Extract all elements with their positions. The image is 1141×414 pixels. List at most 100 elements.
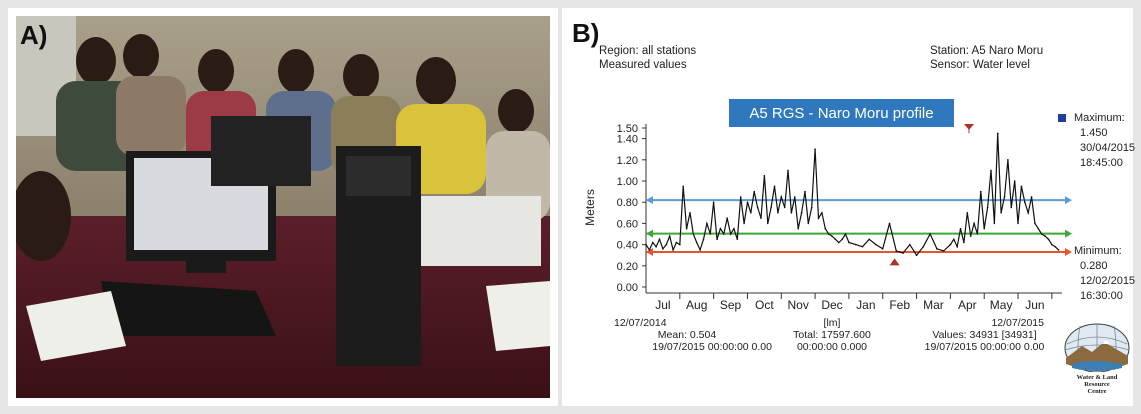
x-tick-label: May [990,298,1013,312]
x-tick-label: Feb [889,298,910,312]
data-point [1010,206,1013,209]
data-point [726,217,728,219]
data-point [794,196,796,198]
data-point [915,254,918,256]
data-point [770,206,772,209]
data-point [837,241,840,244]
data-point [668,235,671,237]
data-point [695,241,698,244]
data-point [973,222,975,225]
data-point [692,233,695,235]
data-point [922,245,925,248]
data-point [750,212,752,214]
data-point [804,190,806,193]
data-point [773,185,776,188]
data-point [648,249,651,251]
data-point [929,233,931,235]
footer-center: [lm] Total: 17597.600 00:00:00 0.000 [782,317,882,353]
footer-left: 12/07/2014 Mean: 0.504 19/07/2015 00:00:… [602,317,772,353]
panel-a-label: A) [20,20,48,50]
y-tick-label: 1.50 [617,123,638,135]
y-tick-label: 1.20 [617,155,638,167]
data-point [986,206,989,209]
x-tick-label: Jul [655,298,670,312]
footer-values: Values: 34931 [34931] [932,329,1037,341]
water-level-chart: 0.00 0.20 0.40 0.60 0.80 1.00 1.20 1.401.50 Mete… [583,123,1072,312]
data-point [1020,185,1023,188]
footer-start-date: 12/07/2014 [614,317,667,329]
panel-b-label: B) [572,18,600,48]
data-point [760,217,762,219]
measured-text: Measured values [599,59,687,71]
data-point [709,233,712,235]
data-point [831,235,833,237]
data-point [807,222,810,225]
data-point [814,148,816,150]
data-point [980,190,982,193]
panel-a: A) [8,8,558,406]
logo-line3: Centre [1087,388,1107,395]
data-point [1003,196,1006,198]
data-point [1037,227,1040,230]
min-reference-line-arrow-right [1065,248,1072,257]
data-point [942,250,945,252]
data-point [679,243,681,246]
data-point [834,238,837,241]
data-point [959,227,962,230]
data-point [658,238,661,241]
y-tick-label: 1.40 [617,134,638,146]
data-point [702,238,705,241]
mean-reference-line-arrow-right [1065,229,1072,238]
data-point [848,241,850,244]
data-point [651,241,654,244]
x-tick-label: Jan [856,298,875,312]
min-value: 0.280 [1080,260,1108,272]
region-text: Region: all stations [599,45,697,57]
data-point [902,252,904,254]
data-point [956,245,958,248]
chart-title: A5 RGS - Naro Moru profile [729,99,954,127]
data-point [1047,238,1050,241]
max-date: 30/04/2015 [1080,142,1136,154]
data-point [1051,243,1053,246]
data-point [888,222,891,225]
footer-unit: [lm] [823,317,841,329]
footer-center-time: 00:00:00 0.000 [796,341,868,353]
data-point [722,233,725,235]
data-point [766,222,769,225]
chart-series [645,132,1060,257]
data-point [763,174,766,177]
data-point [1030,196,1033,198]
data-point [777,212,779,214]
data-point [719,227,722,230]
data-point [983,227,986,230]
data-point [645,243,647,246]
data-point [787,169,789,172]
data-point [716,238,718,241]
x-tick-label: Apr [958,298,977,312]
data-point [655,245,657,248]
sensor-text: Sensor: Water level [930,59,1030,71]
logo-line1: Water & Land [1076,374,1118,381]
data-point [949,243,952,246]
y-tick-label: 0.60 [617,218,638,230]
y-tick-label: 0.00 [617,282,638,294]
data-point [753,190,756,193]
max-time: 18:45:00 [1080,157,1123,169]
data-point [689,212,691,214]
station-text: Station: A5 Naro Moru [930,45,1044,57]
data-point [672,249,674,251]
data-point [966,212,969,214]
data-point [682,185,685,188]
footer-mean: Mean: 0.504 [657,329,717,341]
data-point [1017,222,1019,225]
x-tick-label: Dec [821,298,842,312]
min-reference-line-arrow-left [646,248,653,257]
data-point [797,227,799,230]
data-point [783,206,786,209]
min-date: 12/02/2015 [1080,275,1136,287]
data-point [821,212,823,214]
footer-end-date: 12/07/2015 [991,317,1044,329]
water-level-series [645,133,1060,257]
chart-markers [889,124,974,266]
